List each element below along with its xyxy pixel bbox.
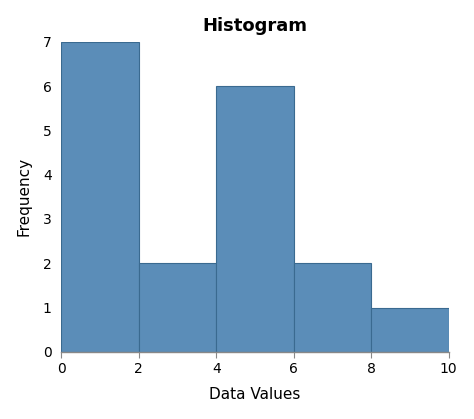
Bar <box>61 42 139 352</box>
X-axis label: Data Values: Data Values <box>209 387 301 402</box>
Bar <box>371 308 448 352</box>
Bar <box>294 263 371 352</box>
Bar <box>139 263 216 352</box>
Title: Histogram: Histogram <box>202 17 308 35</box>
Y-axis label: Frequency: Frequency <box>17 157 32 236</box>
Bar <box>216 86 294 352</box>
